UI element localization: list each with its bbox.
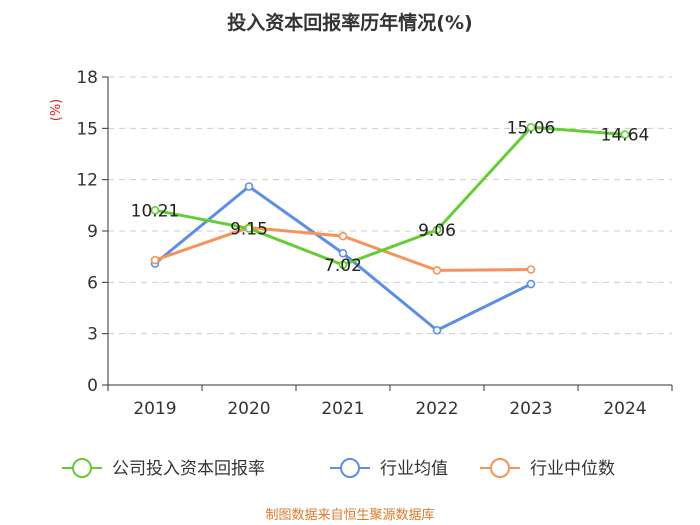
series-line-0	[154, 125, 626, 267]
axes: 0 3 6 9 12 15 18 2019 2020 2021 2022 2023 2024	[76, 68, 673, 419]
data-point-1-2021	[338, 248, 348, 258]
data-point-1-2020	[244, 182, 254, 191]
x-tick-label-2023: 2023	[509, 399, 552, 419]
data-point-1-2023	[526, 279, 536, 289]
y-tick-label-18: 18	[76, 68, 98, 88]
x-tick-label-2020: 2020	[227, 399, 270, 419]
data-point-2-2022	[432, 266, 442, 275]
y-tick-label-9: 9	[87, 222, 98, 242]
data-point-2-2023	[526, 265, 536, 274]
data-point-0-2021	[338, 260, 348, 270]
legend-marker-0	[72, 458, 92, 478]
y-tick-label-12: 12	[76, 171, 98, 191]
data-label-2020: 9.15	[230, 219, 268, 239]
y-tick-label-6: 6	[87, 273, 98, 293]
legend[interactable]: 公司投入资本回报率 行业均值 行业中位数	[62, 458, 615, 479]
legend-marker-2	[490, 458, 510, 478]
data-point-2-2021	[338, 231, 348, 241]
data-label-2023: 15.06	[507, 118, 556, 138]
series-group	[150, 123, 630, 335]
legend-label-1: 行业均值	[380, 459, 448, 479]
data-point-0-2019	[150, 205, 160, 215]
data-point-1-2022	[432, 325, 442, 335]
y-tick-label-0: 0	[87, 376, 98, 396]
legend-item-0[interactable]: 公司投入资本回报率	[62, 458, 265, 479]
data-point-0-2022	[432, 225, 442, 235]
legend-label-2: 行业中位数	[530, 459, 615, 479]
data-point-0-2024	[620, 130, 630, 139]
grid-lines	[108, 76, 672, 335]
data-label-2019: 10.21	[131, 201, 180, 221]
x-tick-label-2022: 2022	[415, 399, 458, 419]
legend-item-1[interactable]: 行业均值	[330, 458, 448, 479]
y-axis-unit: (%)	[49, 99, 64, 122]
y-tick-label-3: 3	[87, 325, 98, 345]
x-tick-label-2024: 2024	[603, 399, 646, 419]
source-note: 制图数据来自恒生聚源数据库	[265, 507, 434, 523]
data-label-2022: 9.06	[418, 221, 456, 241]
data-point-0-2023	[526, 123, 536, 132]
x-tick-label-2019: 2019	[133, 399, 176, 419]
data-label-2021: 7.02	[324, 256, 362, 276]
data-point-2-2019	[150, 255, 160, 265]
legend-item-2[interactable]: 行业中位数	[480, 458, 615, 479]
legend-label-0: 公司投入资本回报率	[112, 459, 265, 479]
legend-marker-1	[340, 458, 360, 478]
data-labels: 10.21 9.15 7.02 9.06 15.06 14.64	[131, 118, 650, 276]
y-tick-label-15: 15	[76, 119, 98, 139]
chart-title: 投入资本回报率历年情况(%)	[227, 11, 472, 34]
data-label-2024: 14.64	[601, 125, 650, 145]
data-point-0-2020	[244, 224, 254, 233]
x-tick-label-2021: 2021	[321, 399, 364, 419]
